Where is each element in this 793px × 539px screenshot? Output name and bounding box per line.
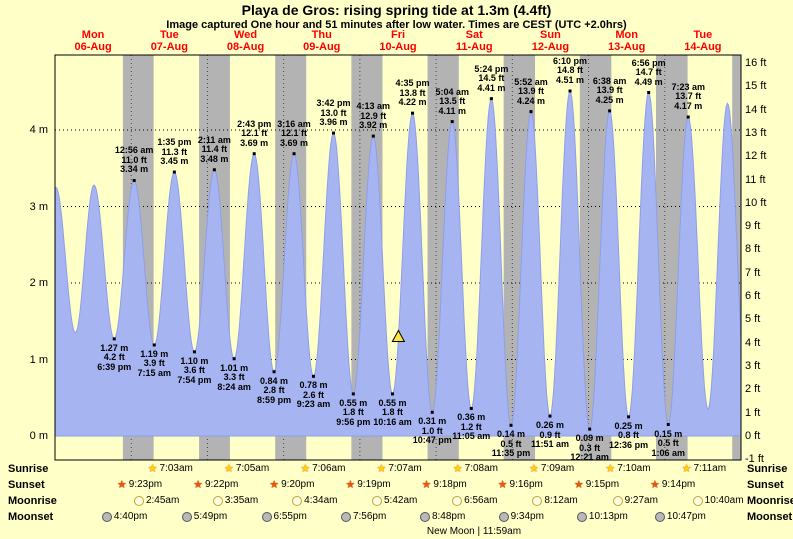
sunset-row-label-left: Sunset (8, 479, 45, 491)
tide-point-marker (686, 115, 690, 119)
tide-point-marker (192, 350, 196, 354)
moonset-row-label-right: Moonset (747, 511, 793, 523)
tide-point-marker (568, 89, 572, 93)
tide-point-marker (371, 134, 375, 138)
tide-point-marker (430, 410, 434, 414)
tide-point-marker (332, 131, 336, 135)
chart-frame (54, 54, 742, 461)
tide-point-marker (608, 109, 612, 113)
tide-point-marker (469, 406, 473, 410)
tide-point-marker (272, 370, 276, 374)
tide-point-marker (351, 392, 355, 396)
tide-point-marker (509, 423, 513, 427)
tide-point-marker (627, 415, 631, 419)
tide-point-marker (411, 111, 415, 115)
tide-point-marker (212, 168, 216, 172)
tide-point-marker (132, 178, 136, 182)
moonrise-row-label-left: Moonrise (8, 495, 57, 507)
sunrise-row-label-left: Sunrise (8, 463, 49, 475)
tide-point-marker (548, 414, 552, 418)
page-subtitle: Image captured One hour and 51 minutes a… (166, 19, 627, 31)
tide-point-marker (529, 110, 533, 114)
sunset-row-label-right: Sunset (747, 479, 784, 491)
tide-point-marker (647, 91, 651, 95)
moonset-row-label-left: Moonset (8, 511, 54, 523)
tide-point-marker (489, 97, 493, 101)
tide-point-marker (588, 427, 592, 431)
tide-point-marker (450, 120, 454, 124)
tide-point-marker (252, 152, 256, 156)
new-moon-text: New Moon | 11:59am (426, 526, 522, 537)
tide-point-marker (152, 343, 156, 347)
tide-point-marker (391, 392, 395, 396)
moonrise-row-label-right: Moonrise (747, 495, 793, 507)
page-title: Playa de Gros: rising spring tide at 1.3… (241, 2, 552, 18)
current-time-marker (391, 329, 406, 342)
tide-point-marker (232, 357, 236, 361)
tide-point-marker (112, 337, 116, 341)
sunrise-row-label-right: Sunrise (747, 463, 788, 475)
tide-point-marker (311, 374, 315, 378)
tide-point-marker (292, 152, 296, 156)
tide-point-marker (666, 423, 670, 427)
tide-area (54, 91, 742, 437)
tide-point-marker (172, 170, 176, 174)
